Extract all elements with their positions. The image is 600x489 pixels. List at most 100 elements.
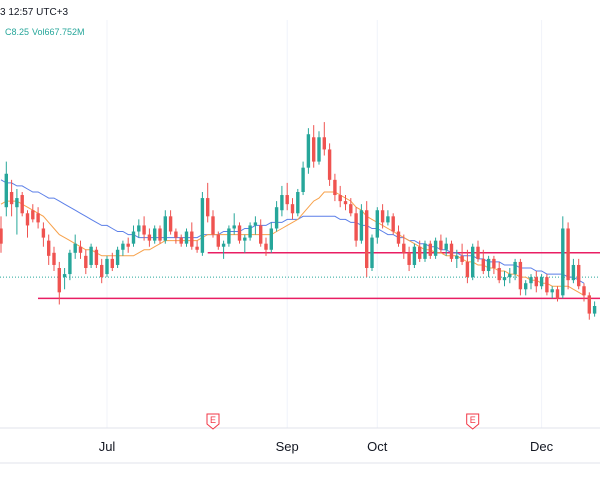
candle xyxy=(179,234,183,247)
candle xyxy=(0,216,3,253)
candle xyxy=(317,131,321,165)
candle xyxy=(465,249,470,284)
earnings-marker[interactable]: E xyxy=(466,413,480,430)
candle xyxy=(333,173,337,202)
candle xyxy=(227,225,231,247)
candle xyxy=(253,216,258,235)
candle xyxy=(9,179,14,217)
candle xyxy=(492,255,496,275)
candle xyxy=(418,240,422,262)
candle xyxy=(153,225,157,244)
candle xyxy=(312,125,316,168)
candle xyxy=(280,185,284,217)
candle xyxy=(476,240,480,262)
candles xyxy=(0,122,597,320)
candle xyxy=(301,161,305,196)
vol-value: 667.752M xyxy=(44,27,85,37)
x-tick-label: Jul xyxy=(99,439,116,454)
candle xyxy=(73,234,77,259)
candle xyxy=(195,240,199,253)
candle xyxy=(508,268,512,284)
x-tick-label: Oct xyxy=(367,439,388,454)
candle xyxy=(206,182,210,223)
candle xyxy=(269,222,273,253)
ma-slow-line xyxy=(0,179,585,284)
candle xyxy=(407,246,411,272)
candle xyxy=(274,201,279,232)
candle xyxy=(174,228,178,244)
close-prefix: C xyxy=(5,27,12,37)
candle xyxy=(365,201,369,278)
candle xyxy=(78,240,83,259)
candle xyxy=(449,240,454,262)
candle xyxy=(100,258,104,284)
candle xyxy=(163,210,167,244)
candle xyxy=(322,122,326,156)
candle xyxy=(110,252,114,272)
candle xyxy=(513,258,517,281)
candle xyxy=(131,225,136,247)
candle xyxy=(566,222,570,290)
candle xyxy=(571,258,576,284)
candle xyxy=(582,283,586,302)
candle xyxy=(47,234,51,265)
candle xyxy=(423,240,427,262)
candle xyxy=(386,210,390,226)
candle xyxy=(444,237,448,256)
candle xyxy=(126,237,130,253)
candle xyxy=(142,216,146,241)
candle xyxy=(4,161,8,217)
candle xyxy=(41,222,46,247)
candle xyxy=(370,234,374,272)
candle xyxy=(184,228,189,247)
candle xyxy=(147,228,152,247)
candle xyxy=(15,188,19,235)
close-value: 8.25 xyxy=(11,27,30,37)
x-axis: Jul Sep Oct Dec xyxy=(99,439,554,454)
candle xyxy=(25,210,30,238)
candle xyxy=(232,213,236,235)
candle xyxy=(115,246,120,268)
candle xyxy=(211,210,215,238)
candle xyxy=(375,207,379,244)
candle xyxy=(455,249,459,268)
candle xyxy=(561,216,565,299)
candle xyxy=(52,246,56,272)
candle xyxy=(237,222,242,244)
earnings-marker[interactable]: E xyxy=(206,413,220,430)
candle xyxy=(524,280,528,296)
volume-readout: Vol667.752M xyxy=(32,27,85,37)
candle xyxy=(327,143,332,186)
candle xyxy=(158,225,162,244)
candle xyxy=(391,213,395,235)
candle xyxy=(94,246,99,268)
close-readout: C8.25 xyxy=(5,27,29,37)
candle xyxy=(57,261,61,305)
candle xyxy=(539,274,544,290)
candle xyxy=(36,207,40,229)
candle xyxy=(105,255,109,278)
candle xyxy=(555,286,560,302)
candle xyxy=(439,234,443,253)
candle xyxy=(221,240,226,259)
candle xyxy=(550,286,554,299)
candle xyxy=(248,222,252,241)
candle xyxy=(359,204,364,244)
candle xyxy=(31,204,35,223)
candle xyxy=(502,271,507,287)
earnings-label: E xyxy=(210,415,216,425)
candle xyxy=(343,195,348,211)
candle xyxy=(168,210,173,235)
candle xyxy=(412,243,417,268)
candle xyxy=(577,258,581,290)
header-bar: 3 12:57 UTC+3 C8.25 Vol667.752M xyxy=(0,0,600,40)
candle xyxy=(433,237,438,259)
ma-fast-line xyxy=(0,191,585,296)
candle xyxy=(121,240,125,256)
time-label: 3 12:57 UTC+3 xyxy=(0,7,69,18)
candle xyxy=(306,128,311,174)
candle xyxy=(471,243,475,281)
candle xyxy=(89,243,93,268)
